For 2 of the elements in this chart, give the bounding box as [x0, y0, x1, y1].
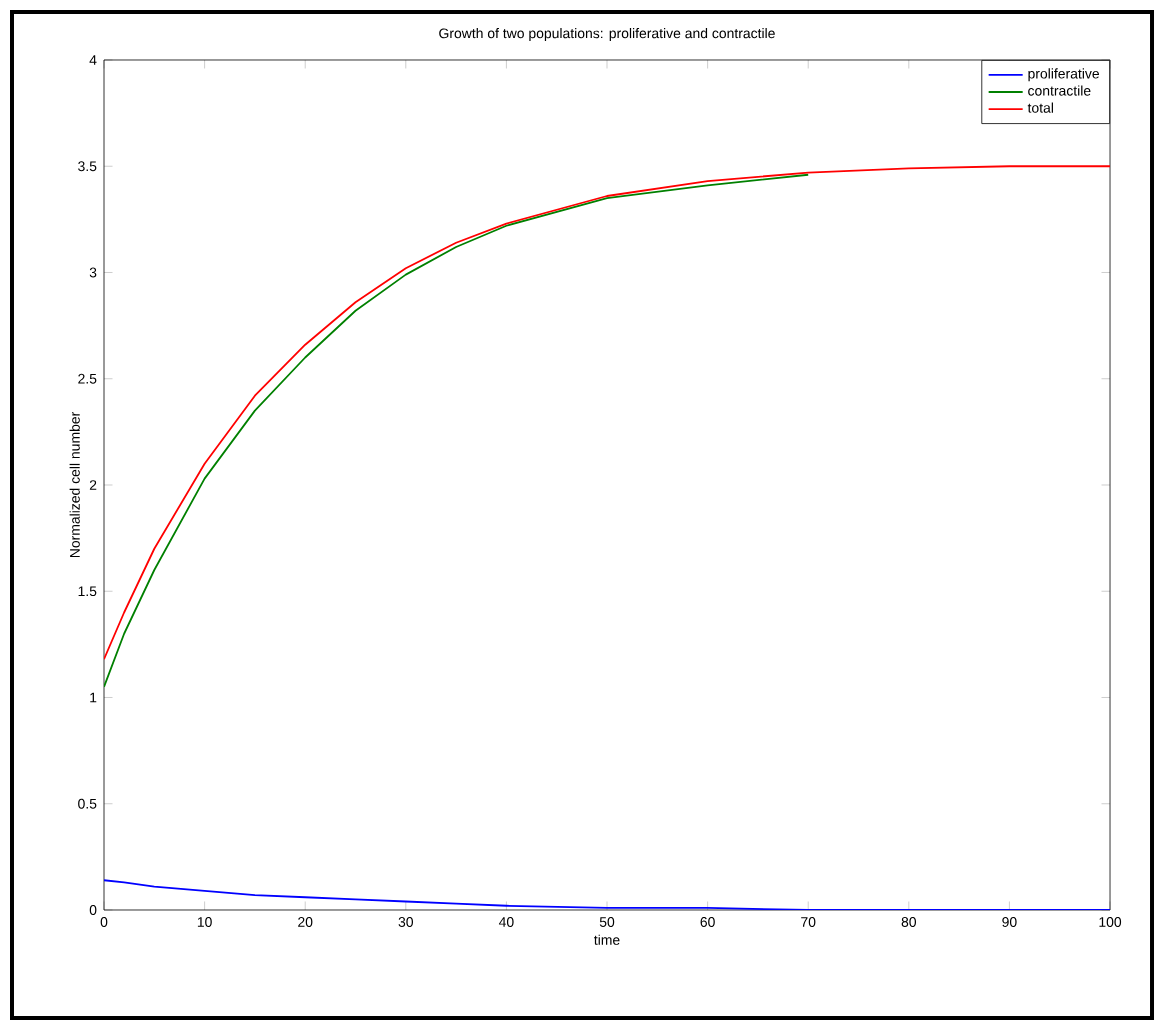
line-series: [104, 165, 1111, 661]
line-series: [104, 173, 810, 688]
